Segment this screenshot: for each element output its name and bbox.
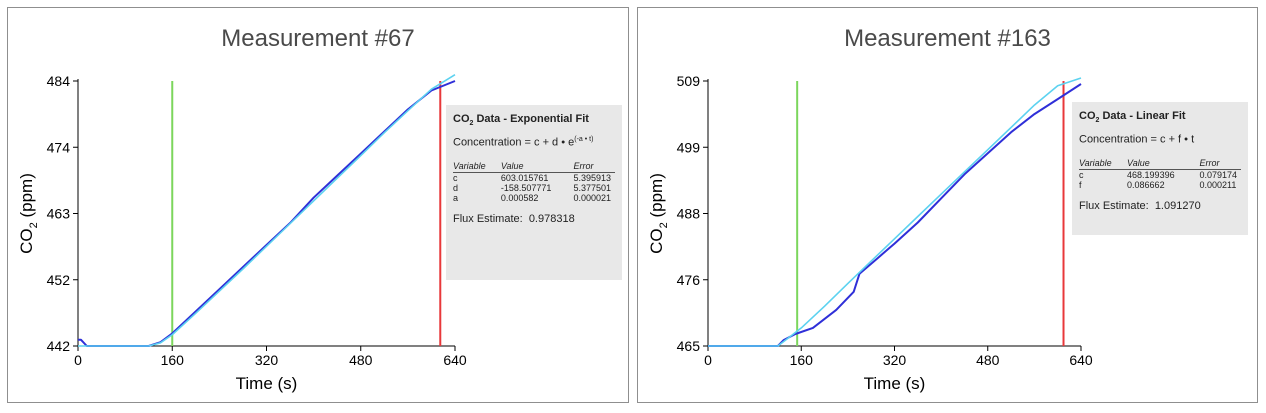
fit-summary-box: CO2 Data - Exponential Fit Concentration… — [446, 105, 622, 280]
y-tick-label: 484 — [47, 73, 71, 89]
flux-label: Flux Estimate: — [1079, 199, 1149, 212]
y-axis-label-tail: (ppm) — [647, 173, 666, 222]
fit-param-value: -158.507771 — [500, 182, 552, 193]
fit-equation: Concentration = c + d • e(-a • t) — [453, 136, 615, 149]
fit-param-value: 0.000582 — [500, 192, 539, 203]
co2-data-line — [708, 83, 1082, 347]
fit-param-variable: f — [1079, 179, 1082, 190]
x-tick-label: 0 — [74, 352, 82, 368]
fit-equation-sup: (-a • t) — [574, 136, 594, 144]
fit-heading-sub: 2 — [1095, 117, 1100, 125]
x-axis-label: Time (s) — [236, 374, 298, 393]
flux-label: Flux Estimate: — [453, 212, 523, 225]
y-tick-label: 499 — [677, 139, 701, 155]
fit-param-variable: c — [453, 172, 458, 183]
y-axis-label: CO2 (ppm) — [17, 173, 40, 254]
x-tick-label: 160 — [161, 352, 185, 368]
fit-heading-sub: 2 — [469, 120, 474, 128]
fit-param-row: d -158.507771 5.377501 — [453, 183, 615, 193]
x-tick-label: 480 — [976, 352, 1000, 368]
fit-param-error: 5.395913 — [573, 172, 611, 183]
fit-col-error: Error — [573, 160, 615, 173]
y-tick-label: 476 — [677, 272, 701, 288]
fit-param-error: 0.079174 — [1199, 169, 1237, 180]
x-tick-label: 640 — [443, 352, 467, 368]
x-tick-label: 0 — [704, 352, 712, 368]
fit-param-error: 0.000021 — [573, 192, 611, 203]
chart-panel: Measurement #67 442 452 463 474 484 0 160 320 48… — [7, 7, 629, 403]
fit-heading-main: CO — [1079, 110, 1096, 122]
fit-summary-box: CO2 Data - Linear Fit Concentration = c … — [1072, 102, 1248, 235]
plot-area: 465 476 488 499 509 0 160 320 480 640 Time (s) CO2 … — [647, 73, 1093, 393]
flux-estimate: Flux Estimate: 1.091270 — [1079, 200, 1241, 212]
fit-curve-line — [78, 74, 456, 347]
y-axis-label-main: CO — [17, 228, 36, 254]
fit-param-variable: a — [453, 192, 459, 203]
fit-param-variable: d — [453, 182, 459, 193]
flux-value: 1.091270 — [1154, 199, 1201, 212]
y-tick-label: 488 — [677, 206, 701, 222]
fit-param-value: 603.015761 — [500, 172, 549, 183]
plot-area: 442 452 463 474 484 0 160 320 480 640 Time (s) CO2 … — [17, 73, 467, 393]
x-tick-label: 320 — [255, 352, 279, 368]
y-tick-label: 463 — [47, 206, 71, 222]
y-tick-label: 465 — [677, 338, 701, 354]
fit-heading: CO2 Data - Exponential Fit — [453, 113, 615, 127]
y-axis-label-tail: (ppm) — [17, 173, 36, 222]
fit-param-row: a 0.000582 0.000021 — [453, 193, 615, 203]
x-tick-label: 160 — [790, 352, 814, 368]
fit-equation-main: Concentration = c + d • e — [453, 136, 575, 149]
fit-heading-tail: Data - Linear Fit — [1099, 110, 1186, 122]
fit-param-row: c 603.015761 5.395913 — [453, 172, 615, 183]
fit-col-error: Error — [1199, 157, 1241, 170]
y-axis-label: CO2 (ppm) — [647, 173, 670, 254]
fit-col-variable: Variable — [453, 160, 501, 173]
fit-params-table: Variable Value Error c 603.015761 5.3959… — [453, 160, 615, 203]
co2-data-line — [78, 80, 456, 347]
y-tick-label: 474 — [47, 139, 71, 155]
fit-equation: Concentration = c + f • t — [1079, 133, 1241, 146]
flux-value: 0.978318 — [528, 212, 575, 225]
y-axis-label-sub: 2 — [28, 222, 40, 228]
fit-col-variable: Variable — [1079, 157, 1128, 170]
fit-col-value: Value — [500, 160, 574, 173]
y-axis-label-main: CO — [647, 228, 666, 254]
chart-panel: Measurement #163 465 476 488 499 509 0 160 320 4… — [637, 7, 1258, 403]
y-axis-label-sub: 2 — [658, 222, 670, 228]
fit-param-row: f 0.086662 0.000211 — [1079, 180, 1241, 190]
fit-heading-main: CO — [453, 113, 470, 125]
x-tick-label: 480 — [349, 352, 373, 368]
fit-col-value: Value — [1127, 157, 1200, 170]
fit-heading-tail: Data - Exponential Fit — [473, 113, 589, 125]
fit-equation-main: Concentration = c + f • t — [1079, 133, 1195, 146]
y-tick-label: 452 — [47, 272, 71, 288]
fit-param-value: 0.086662 — [1127, 179, 1165, 190]
flux-estimate: Flux Estimate: 0.978318 — [453, 213, 615, 225]
y-tick-label: 509 — [677, 73, 701, 89]
fit-heading: CO2 Data - Linear Fit — [1079, 110, 1241, 124]
chart-title: Measurement #163 — [844, 25, 1051, 52]
chart-title: Measurement #67 — [221, 25, 415, 52]
fit-params-header: Variable Value Error — [1079, 157, 1241, 170]
fit-param-variable: c — [1079, 169, 1084, 180]
y-tick-label: 442 — [47, 338, 71, 354]
x-tick-label: 320 — [883, 352, 907, 368]
fit-param-error: 0.000211 — [1199, 179, 1237, 190]
fit-params-header: Variable Value Error — [453, 160, 615, 173]
fit-curve-line — [708, 77, 1082, 347]
x-tick-label: 640 — [1069, 352, 1093, 368]
x-axis-label: Time (s) — [864, 374, 926, 393]
fit-param-row: c 468.199396 0.079174 — [1079, 169, 1241, 180]
fit-param-value: 468.199396 — [1127, 169, 1175, 180]
fit-param-error: 5.377501 — [573, 182, 611, 193]
fit-params-table: Variable Value Error c 468.199396 0.0791… — [1079, 157, 1241, 190]
